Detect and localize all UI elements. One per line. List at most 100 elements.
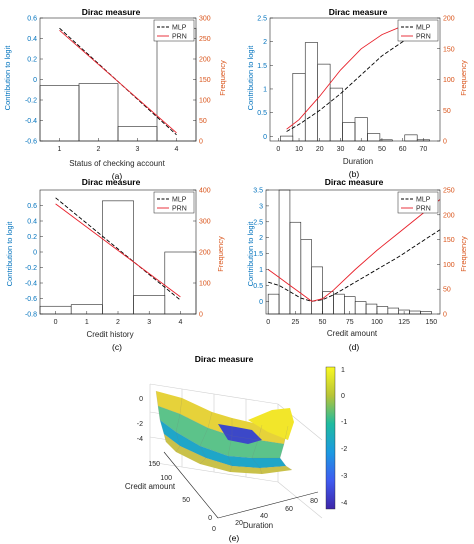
panel-d-plot-area: 0 0.5 1 1.5 2 2.5 3 3.5 0 50 100 150 200 250 0 25 50 75 10… — [253, 188, 455, 327]
histogram-bar — [304, 42, 318, 142]
histogram-bar — [102, 200, 134, 315]
panel-c-y2label: Frequency — [216, 236, 225, 272]
histogram-bar — [354, 117, 368, 142]
y2-tick-label: 400 — [199, 188, 211, 195]
histogram-bar — [267, 293, 280, 315]
legend-label-mlp: MLP — [416, 197, 431, 204]
x-tick-label: 150 — [425, 319, 437, 326]
y2-tick-label: 50 — [199, 118, 207, 125]
y-tick-label: 0 — [259, 299, 263, 306]
x-tick-label: 1 — [85, 319, 89, 326]
y-tick-label: -0.2 — [25, 98, 37, 105]
y-tick-label: 0.4 — [27, 36, 37, 43]
y-tick-label: 0 — [263, 134, 267, 141]
y2-tick-label: 200 — [199, 250, 211, 257]
y-tick-label: 100 — [160, 475, 172, 482]
panel-d-title: Dirac measure — [325, 177, 384, 187]
colorbar-tick-label: -4 — [341, 500, 347, 507]
credit-amount-axis-line — [163, 451, 219, 519]
x-tick-label: 0 — [54, 319, 58, 326]
y-tick-label: 0 — [33, 77, 37, 84]
x-tick-label: 20 — [235, 520, 243, 527]
y-tick-label: 50 — [182, 497, 190, 504]
y-tick-label: 0 — [33, 250, 37, 257]
colorbar: 1 0 -1 -2 -3 -4 — [325, 366, 347, 510]
x-tick-label: 2 — [97, 146, 101, 153]
surface-mesh-lines — [155, 390, 293, 475]
x-tick-label: 0 — [276, 146, 280, 153]
colorbar-tick-label: 1 — [341, 367, 345, 374]
prn-series-line — [55, 203, 181, 298]
x-tick-label: 50 — [378, 146, 386, 153]
histogram-bar — [354, 301, 367, 315]
mlp-series-line — [286, 27, 428, 132]
panel-b-y2label: Frequency — [459, 60, 468, 96]
y-tick-label: 0 — [208, 515, 212, 522]
x-tick-label: 25 — [291, 319, 299, 326]
x-tick-label: 0 — [266, 319, 270, 326]
histogram-bar — [156, 27, 197, 142]
panel-a: Dirac measure -0.6 -0.4 -0.2 0 0.2 0.4 0.6 0 50 1… — [3, 7, 227, 181]
surface-upper-sheet — [156, 391, 288, 444]
y2-tick-label: 300 — [199, 16, 211, 23]
histogram-bar — [78, 83, 119, 142]
histogram-bar — [342, 122, 356, 142]
y-tick-label: 1 — [263, 86, 267, 93]
histogram-bar — [300, 239, 312, 315]
y-tick-label: 0.4 — [27, 219, 37, 226]
z-tick-label: -2 — [137, 421, 143, 428]
duration-axis: 0 20 40 60 80 Duration — [212, 491, 319, 533]
histogram-bar — [278, 189, 291, 315]
panel-b-xlabel: Duration — [343, 157, 373, 166]
y-tick-label: -0.8 — [25, 312, 37, 319]
panel-d-label: (d) — [349, 342, 360, 352]
histogram-bar — [367, 133, 381, 142]
panel-d: Dirac measure 0 0.5 1 1.5 2 2.5 3 3.5 0 50 100 150 2… — [246, 177, 468, 352]
prn-series-line — [59, 29, 177, 134]
duration-axis-line — [217, 491, 319, 519]
x-tick-label: 75 — [346, 319, 354, 326]
x-tick-label: 2 — [116, 319, 120, 326]
mlp-series-line — [268, 229, 441, 302]
y-tick-label: 0.2 — [27, 57, 37, 64]
histogram-bar — [365, 303, 378, 315]
histogram-bar — [164, 251, 197, 315]
y2-tick-label: 0 — [443, 312, 447, 319]
legend-label-prn: PRN — [416, 34, 431, 41]
y-tick-label: 2.5 — [257, 16, 267, 23]
x-tick-label: 0 — [212, 526, 216, 533]
x-tick-label: 40 — [357, 146, 365, 153]
x-tick-label: 20 — [316, 146, 324, 153]
panel-d-ylabel: Contribution to logit — [246, 221, 255, 287]
y-tick-label: 1.5 — [257, 63, 267, 70]
x-tick-label: 50 — [319, 319, 327, 326]
x-tick-label: 4 — [178, 319, 182, 326]
panel-d-xlabel: Credit amount — [327, 329, 378, 338]
surface-front-edge — [164, 434, 292, 474]
y2-tick-label: 150 — [199, 77, 211, 84]
panel-a-xlabel: Status of checking account — [69, 159, 165, 168]
y-tick-label: 2 — [263, 39, 267, 46]
y-tick-label: 0.5 — [257, 110, 267, 117]
y2-tick-label: 200 — [199, 57, 211, 64]
panel-c-label: (c) — [112, 342, 122, 352]
y2-tick-label: 100 — [199, 98, 211, 105]
surface — [155, 390, 294, 475]
legend-label-prn: PRN — [172, 206, 187, 213]
colorbar-gradient — [325, 366, 336, 510]
y2-tick-label: 0 — [199, 312, 203, 319]
histogram-bar — [292, 73, 306, 142]
histogram-bar — [280, 135, 294, 142]
panel-e: Dirac measure — [125, 354, 347, 543]
colorbar-tick-label: -2 — [341, 446, 347, 453]
y-tick-label: -0.6 — [25, 139, 37, 146]
y2-tick-label: 200 — [443, 16, 455, 23]
y2-tick-label: 250 — [443, 188, 455, 195]
panel-c-title: Dirac measure — [82, 177, 141, 187]
y-tick-label: -0.6 — [25, 296, 37, 303]
prn-series-line — [267, 199, 441, 302]
duration-label: Duration — [243, 521, 273, 530]
panel-b-plot-area: 0 0.5 1 1.5 2 2.5 0 50 100 150 200 0 10 20 30 40 50 60 70 M… — [257, 16, 455, 154]
y-tick-label: 1.5 — [253, 251, 263, 258]
